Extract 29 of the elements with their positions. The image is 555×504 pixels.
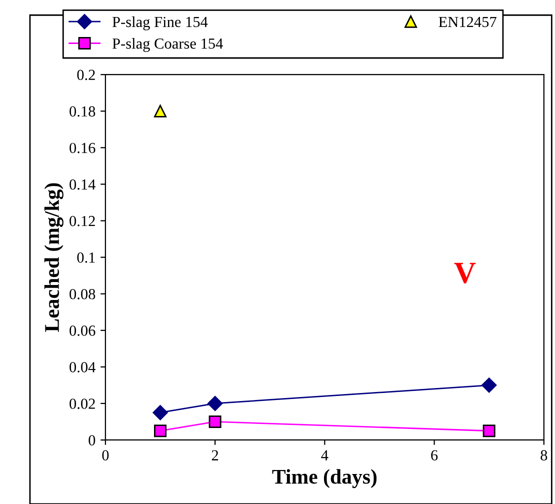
point <box>152 405 168 420</box>
y-tick-label: 0.14 <box>70 179 96 190</box>
x-tick-label: 2 <box>212 450 218 460</box>
y-tick-label: 0.02 <box>70 398 95 409</box>
point <box>154 424 167 438</box>
point <box>207 396 223 412</box>
y-tick-label: 0.18 <box>70 106 96 117</box>
y-tick-label: 0.16 <box>70 142 96 154</box>
y-tick-label: 0.1 <box>77 252 95 263</box>
y-tick-label: 0.2 <box>77 70 95 80</box>
point <box>208 415 222 428</box>
x-tick-label: 0 <box>102 450 109 460</box>
point <box>482 378 497 393</box>
y-axis-title: Leached (mg/kg) <box>44 183 64 332</box>
y-tick-label: 0.06 <box>70 326 96 336</box>
y-tick-label: 0.04 <box>70 362 96 372</box>
x-tick-label: 8 <box>540 450 548 460</box>
x-axis-title: Time (days) <box>272 469 377 488</box>
point <box>154 104 167 118</box>
y-tick-label: 0 <box>88 435 96 446</box>
y-tick-label: 0.12 <box>70 216 95 226</box>
x-tick-label: 6 <box>431 450 438 460</box>
legend-label: P-slag Fine 154 <box>112 16 208 30</box>
legend-label: P-slag Coarse 154 <box>112 38 223 52</box>
legend-label: EN12457 <box>438 16 496 28</box>
x-tick-label: 4 <box>321 450 328 460</box>
point <box>482 424 496 438</box>
y-tick-label: 0.08 <box>70 288 96 300</box>
annotation: V <box>454 262 476 284</box>
